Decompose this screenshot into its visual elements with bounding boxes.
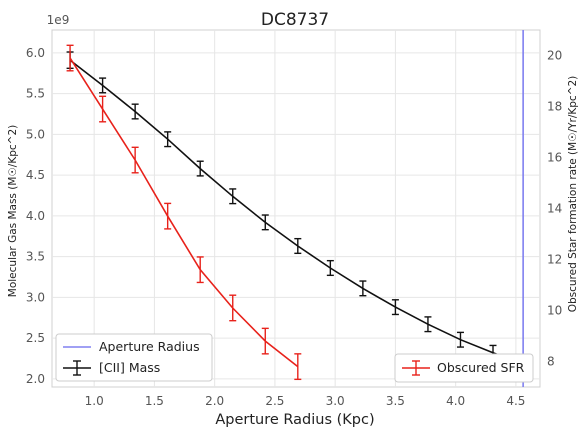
series-sfr-errorbar [66,44,74,72]
legend-sfr-label: Obscured SFR [437,360,525,375]
series-cii-errorbar [229,188,237,205]
legend-left-box [55,333,213,382]
chart-title: DC8737 [261,10,329,30]
series-cii-errorbar [131,103,139,120]
series-sfr-line [69,57,299,368]
x-axis-label: Aperture Radius (Kpc) [215,412,374,428]
legend-cii-swatch [63,360,91,376]
y-left-axis-ticks: 2.0 2.5 3.0 3.5 4.0 4.5 5.0 5.5 6.0 [26,46,45,386]
legend-right: Obscured SFR [394,353,534,383]
series-cii-errorbar [326,259,334,277]
legend-aperture-label: Aperture Radius [99,339,200,354]
y-right-axis-label: Obscured Star formation rate (M☉/Yr/Kpc^… [567,76,579,313]
y-right-axis-ticks: 8 10 12 14 16 18 20 [547,49,562,369]
y-left-tick-label: 5.5 [26,87,45,101]
series-sfr-errorbar [99,95,107,123]
x-tick-label: 1.5 [145,394,164,408]
y-right-tick-label: 10 [547,304,562,318]
legend-sfr-swatch [402,360,430,376]
series-cii-errorbar [359,280,367,297]
y-left-tick-label: 4.0 [26,209,45,223]
series-cii-errorbar [456,331,464,348]
x-tick-label: 1.0 [85,394,104,408]
y-left-axis-label: Molecular Gas Mass (M☉/Kpc^2) [7,125,19,297]
x-axis-ticks: 1.0 1.5 2.0 2.5 3.0 3.5 4.0 4.5 [85,394,526,408]
y-left-tick-label: 2.0 [26,372,45,386]
series-group [66,44,527,381]
series-cii-errorbar [164,131,172,148]
series-sfr-errorbar [131,146,139,174]
x-tick-label: 2.5 [265,394,284,408]
legend-left: Aperture Radius [CII] Mass [55,333,213,382]
plot-area [51,29,541,388]
y-right-tick-label: 16 [547,151,562,165]
x-tick-label: 4.0 [446,394,465,408]
y-right-tick-label: 14 [547,202,562,216]
x-tick-label: 3.5 [386,394,405,408]
y-left-tick-label: 3.5 [26,250,45,264]
series-sfr-errorbar [164,202,172,230]
legend-right-box [394,353,534,383]
y-right-tick-label: 18 [547,100,562,114]
y-left-tick-label: 2.5 [26,331,45,345]
series-cii-errorbar [196,160,204,177]
y-left-tick-label: 3.0 [26,290,45,304]
series-sfr-errorbar [294,353,302,381]
series-cii-errorbar [99,77,107,94]
series-cii-errorbar [424,316,432,333]
y-right-tick-label: 12 [547,253,562,267]
legend-cii-label: [CII] Mass [99,360,160,375]
x-tick-label: 4.5 [506,394,525,408]
y-left-tick-label: 5.0 [26,127,45,141]
y-right-tick-label: 20 [547,49,562,63]
series-cii-errorbar [391,299,399,316]
series-sfr-errorbar [261,327,269,355]
x-tick-label: 2.0 [205,394,224,408]
series-sfr-errorbar [196,256,204,284]
series-cii-errorbar [261,214,269,231]
x-tick-label: 3.0 [326,394,345,408]
y-right-tick-label: 8 [547,355,555,369]
y-left-tick-label: 6.0 [26,46,45,60]
series-cii-errorbar [294,237,302,255]
series-sfr [66,44,302,381]
y-left-offset-text: 1e9 [47,13,70,27]
series-sfr-errorbar [229,294,237,322]
y-left-tick-label: 4.5 [26,168,45,182]
